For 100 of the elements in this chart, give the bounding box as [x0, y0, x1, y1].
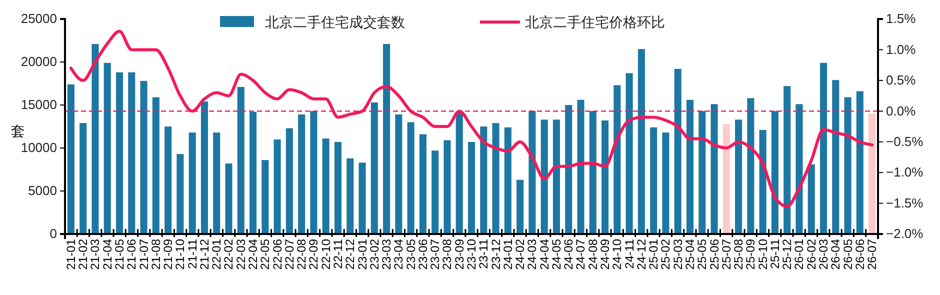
bar — [237, 86, 244, 234]
line-series — [69, 30, 874, 208]
x-tick-label: 21-04 — [100, 238, 114, 270]
bar — [638, 49, 645, 234]
bar — [771, 111, 778, 234]
bar — [286, 128, 293, 234]
x-tick-label: 24-08 — [586, 238, 600, 270]
bar — [262, 160, 269, 234]
x-tick-label: 25-06 — [707, 238, 722, 270]
bar — [540, 120, 548, 234]
x-tick-label: 23-03 — [380, 238, 394, 270]
x-tick-label: 22-08 — [294, 238, 309, 270]
x-tick-label: 22-07 — [282, 238, 296, 270]
x-tick-label: 23-11 — [476, 238, 491, 269]
bar — [492, 123, 500, 234]
x-tick-label: 22-01 — [210, 238, 224, 270]
bar — [662, 132, 670, 234]
x-tick-label: 22-12 — [343, 238, 358, 270]
bar — [370, 102, 378, 234]
bar — [552, 120, 560, 234]
bar — [274, 139, 281, 234]
bar — [395, 114, 402, 234]
bar — [444, 140, 451, 234]
x-tick-label: 26-03 — [816, 238, 830, 270]
x-tick-label: 22-03 — [234, 238, 248, 270]
bar — [334, 142, 342, 234]
bar — [432, 150, 439, 234]
bar — [128, 72, 136, 234]
bar — [577, 100, 584, 234]
bar — [747, 98, 754, 234]
x-tick-label: 25-01 — [646, 238, 661, 270]
x-tick-label: 23-07 — [428, 238, 442, 270]
bar — [152, 97, 160, 234]
bar — [516, 180, 524, 234]
y2-tick-label: 0.5% — [886, 72, 916, 88]
bar — [784, 86, 791, 234]
y2-tick-label: −0.5% — [886, 134, 924, 150]
y2-tick-label: 1.0% — [886, 42, 916, 57]
x-tick-label: 21-10 — [173, 238, 188, 270]
bar — [674, 68, 682, 234]
x-tick-label: 21-07 — [136, 238, 151, 270]
x-tick-label: 23-10 — [464, 238, 478, 270]
bar — [504, 127, 512, 234]
x-tick-label: 23-04 — [392, 238, 406, 270]
x-tick-label: 22-10 — [318, 238, 333, 270]
bar — [614, 85, 621, 234]
bar — [528, 111, 536, 234]
x-tick-label: 21-05 — [112, 238, 126, 270]
bar — [468, 142, 476, 234]
bar — [67, 84, 74, 234]
bar — [80, 123, 87, 234]
x-tick-label: 21-03 — [88, 238, 102, 270]
y-tick-label: 10000 — [20, 140, 57, 156]
x-tick-label: 25-08 — [732, 238, 746, 270]
bar — [104, 62, 111, 234]
bar — [249, 112, 257, 234]
x-tick-label: 24-02 — [513, 238, 528, 270]
x-tick-label: 24-06 — [562, 238, 576, 270]
x-tick-label: 26-02 — [804, 238, 818, 270]
x-tick-label: 22-06 — [270, 238, 284, 270]
bar — [200, 102, 208, 234]
x-tick-label: 24-09 — [598, 238, 612, 270]
bar — [698, 111, 706, 234]
x-tick-label: 24-07 — [574, 238, 588, 270]
x-tick-label: 24-05 — [549, 238, 564, 270]
x-tick-label: 23-09 — [452, 238, 466, 270]
bar — [383, 44, 390, 234]
bar — [419, 134, 426, 234]
x-tick-label: 25-11 — [768, 238, 782, 269]
x-tick-label: 23-12 — [488, 238, 503, 270]
x-tick-label: 26-05 — [840, 238, 855, 270]
y2-tick-label: −1.5% — [886, 195, 924, 210]
x-tick-label: 24-01 — [500, 238, 515, 270]
bar — [164, 126, 172, 234]
bar — [856, 91, 864, 234]
x-tick-label: 21-02 — [76, 238, 90, 270]
bar — [820, 62, 828, 234]
x-tick-label: 25-10 — [756, 238, 770, 270]
x-tick-label: 23-08 — [440, 238, 454, 270]
bar — [832, 80, 840, 234]
y-tick-label: 25000 — [20, 11, 57, 26]
y-tick-label: 15000 — [20, 97, 57, 112]
x-tick-label: 26-04 — [828, 238, 843, 270]
x-tick-label: 21-01 — [64, 238, 78, 270]
legend-label: 北京二手住宅价格环比 — [525, 14, 665, 30]
bar — [480, 126, 488, 234]
y-tick-label: 20000 — [20, 54, 57, 70]
bar — [456, 112, 463, 234]
bar — [601, 120, 609, 234]
bar — [710, 104, 718, 234]
y2-tick-label: −1.0% — [886, 164, 924, 180]
x-tick-label: 26-06 — [852, 238, 867, 270]
x-tick-label: 21-09 — [161, 238, 176, 270]
y-tick-label: 5000 — [28, 183, 57, 198]
bar — [844, 97, 852, 234]
x-tick-label: 25-07 — [719, 238, 734, 270]
x-tick-label: 24-12 — [634, 238, 648, 270]
bar — [225, 163, 232, 234]
x-tick-label: 23-06 — [416, 238, 430, 270]
bar — [565, 105, 572, 234]
